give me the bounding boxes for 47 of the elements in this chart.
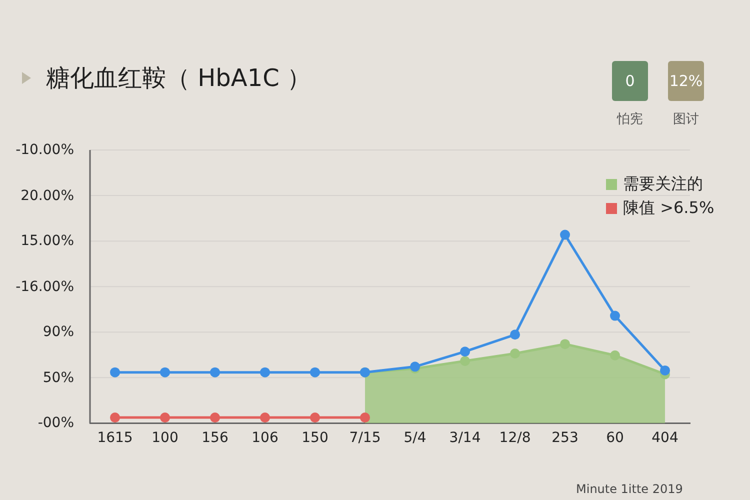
- point: [560, 230, 570, 240]
- x-tick-label: 3/14: [449, 430, 481, 446]
- x-tick-label: 5/4: [404, 430, 426, 446]
- text: -10.00%: [16, 142, 74, 158]
- point: [210, 412, 220, 423]
- x-tick-label: 7/15: [349, 430, 381, 446]
- point: [110, 412, 120, 423]
- point: [110, 367, 120, 378]
- x-tick-label: 1615: [97, 430, 133, 446]
- point: [260, 367, 270, 378]
- point: [610, 310, 620, 321]
- text: 怕宪: [617, 111, 643, 128]
- text: 图讨: [673, 111, 699, 128]
- chart-title: 糖化血红鞍（ HbA1C ）: [46, 63, 311, 94]
- x-tick-label: 156: [202, 430, 228, 446]
- point: [660, 365, 670, 376]
- x-tick-label: 253: [552, 430, 578, 446]
- point: [460, 346, 470, 357]
- point: [360, 412, 370, 423]
- text: 50%: [42, 370, 74, 386]
- text: 90%: [42, 324, 74, 340]
- x-tick-label: 106: [252, 430, 278, 446]
- text: -16.00%: [16, 278, 74, 295]
- point: [260, 412, 270, 423]
- point: [310, 412, 320, 423]
- x-tick-label: 60: [606, 430, 624, 446]
- point: [510, 348, 520, 358]
- text: Minute 1itte 2019: [576, 482, 683, 496]
- legend-label: 陳值 >6.5%: [622, 197, 714, 219]
- x-tick-label: 12/8: [499, 430, 531, 446]
- legend-label: 需要关注的: [622, 173, 704, 195]
- x-tick-label: 404: [652, 430, 678, 446]
- x-tick-label: 100: [152, 430, 178, 446]
- text: 12%: [668, 61, 704, 101]
- point: [160, 412, 170, 423]
- point: [160, 367, 170, 378]
- point: [560, 339, 570, 350]
- point: [610, 350, 620, 360]
- text: -00%: [38, 415, 74, 432]
- text: 0: [612, 61, 648, 101]
- point: [460, 356, 470, 366]
- point: [310, 367, 320, 378]
- point: [210, 367, 220, 378]
- text: 15.00%: [20, 233, 74, 250]
- x-tick-label: 150: [302, 430, 328, 446]
- point: [510, 330, 520, 340]
- text: 20.00%: [20, 188, 74, 204]
